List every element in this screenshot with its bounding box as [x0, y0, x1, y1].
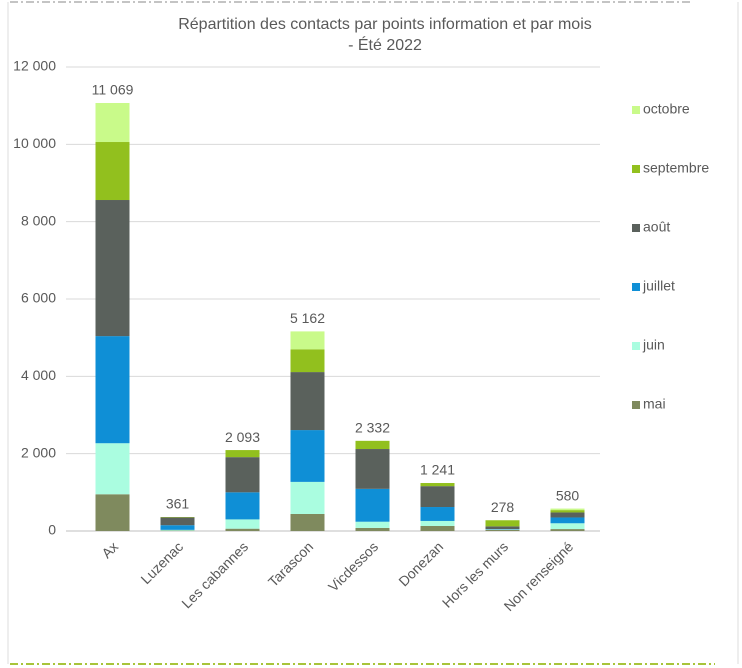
bar-segment [95, 200, 130, 337]
bar-segment [225, 457, 260, 493]
x-tick-label: Vicdessos [325, 538, 381, 594]
total-label: 278 [491, 499, 515, 515]
bar-segment [355, 521, 390, 528]
legend-label: mai [643, 396, 666, 412]
bar-segment [420, 525, 455, 531]
x-tick-label: Les cabannes [178, 538, 251, 611]
bar-segment [290, 349, 325, 373]
y-tick-label: 8 000 [21, 212, 56, 228]
legend-label: octobre [643, 101, 690, 117]
bar-segment [290, 331, 325, 350]
legend-label: septembre [643, 160, 709, 176]
legend-label: juin [642, 337, 665, 353]
bar-segment [160, 525, 195, 530]
bar-segment [355, 527, 390, 531]
bar-segment [550, 512, 585, 518]
legend-swatch [632, 401, 640, 409]
bar-segment [420, 486, 455, 508]
total-label: 5 162 [290, 310, 325, 326]
bar-segment [355, 440, 390, 450]
bar-segment [485, 529, 520, 531]
bar-segment [420, 507, 455, 521]
bar-segment [225, 492, 260, 520]
chart-subtitle: - Été 2022 [348, 35, 422, 54]
legend-label: août [643, 219, 670, 235]
total-label: 580 [556, 487, 580, 503]
x-tick-label: Tarascon [265, 538, 316, 589]
total-label: 2 093 [225, 429, 260, 445]
y-tick-label: 12 000 [13, 58, 56, 74]
bar-segment [550, 508, 585, 511]
bar-segment [290, 513, 325, 531]
legend-swatch [632, 165, 640, 173]
bar-segment [355, 488, 390, 522]
bar-segment [290, 372, 325, 431]
x-tick-label: Luzenac [137, 538, 186, 587]
x-tick-label: Hors les murs [439, 538, 511, 610]
bar-segment [550, 510, 585, 513]
bar-segment [95, 494, 130, 531]
bar-segment [225, 528, 260, 531]
bar-segment [420, 520, 455, 526]
bar-segment [420, 483, 455, 487]
y-tick-label: 10 000 [13, 135, 56, 151]
chart-title: Répartition des contacts par points info… [178, 16, 592, 33]
bar-segment [355, 449, 390, 489]
y-tick-label: 2 000 [21, 444, 56, 460]
bar-segment [95, 443, 130, 495]
total-label: 2 332 [355, 420, 390, 436]
bar-segment [485, 526, 520, 530]
y-tick-label: 6 000 [21, 290, 56, 306]
total-label: 361 [166, 496, 190, 512]
bar-segment [160, 517, 195, 526]
bar-segment [550, 523, 585, 530]
total-label: 11 069 [92, 82, 134, 98]
bar-segment [290, 481, 325, 514]
legend-swatch [632, 106, 640, 114]
bar-segment [95, 102, 130, 143]
bar-segment [290, 430, 325, 482]
x-tick-label: Ax [98, 538, 121, 561]
legend-swatch [632, 342, 640, 350]
bar-segment [225, 519, 260, 529]
legend-swatch [632, 224, 640, 232]
x-tick-label: Non renseigné [501, 538, 577, 614]
y-tick-label: 4 000 [21, 367, 56, 383]
bar-segment [485, 520, 520, 527]
bar-segment [225, 450, 260, 458]
bar-segment [160, 529, 195, 531]
legend-swatch [632, 283, 640, 291]
y-tick-label: 0 [48, 522, 56, 538]
x-tick-label: Donezan [395, 538, 446, 589]
bar-segment [95, 336, 130, 444]
bar-segment [550, 529, 585, 531]
total-label: 1 241 [420, 462, 455, 478]
bar-segment [95, 142, 130, 201]
legend-label: juillet [642, 278, 675, 294]
bar-segment [550, 517, 585, 524]
